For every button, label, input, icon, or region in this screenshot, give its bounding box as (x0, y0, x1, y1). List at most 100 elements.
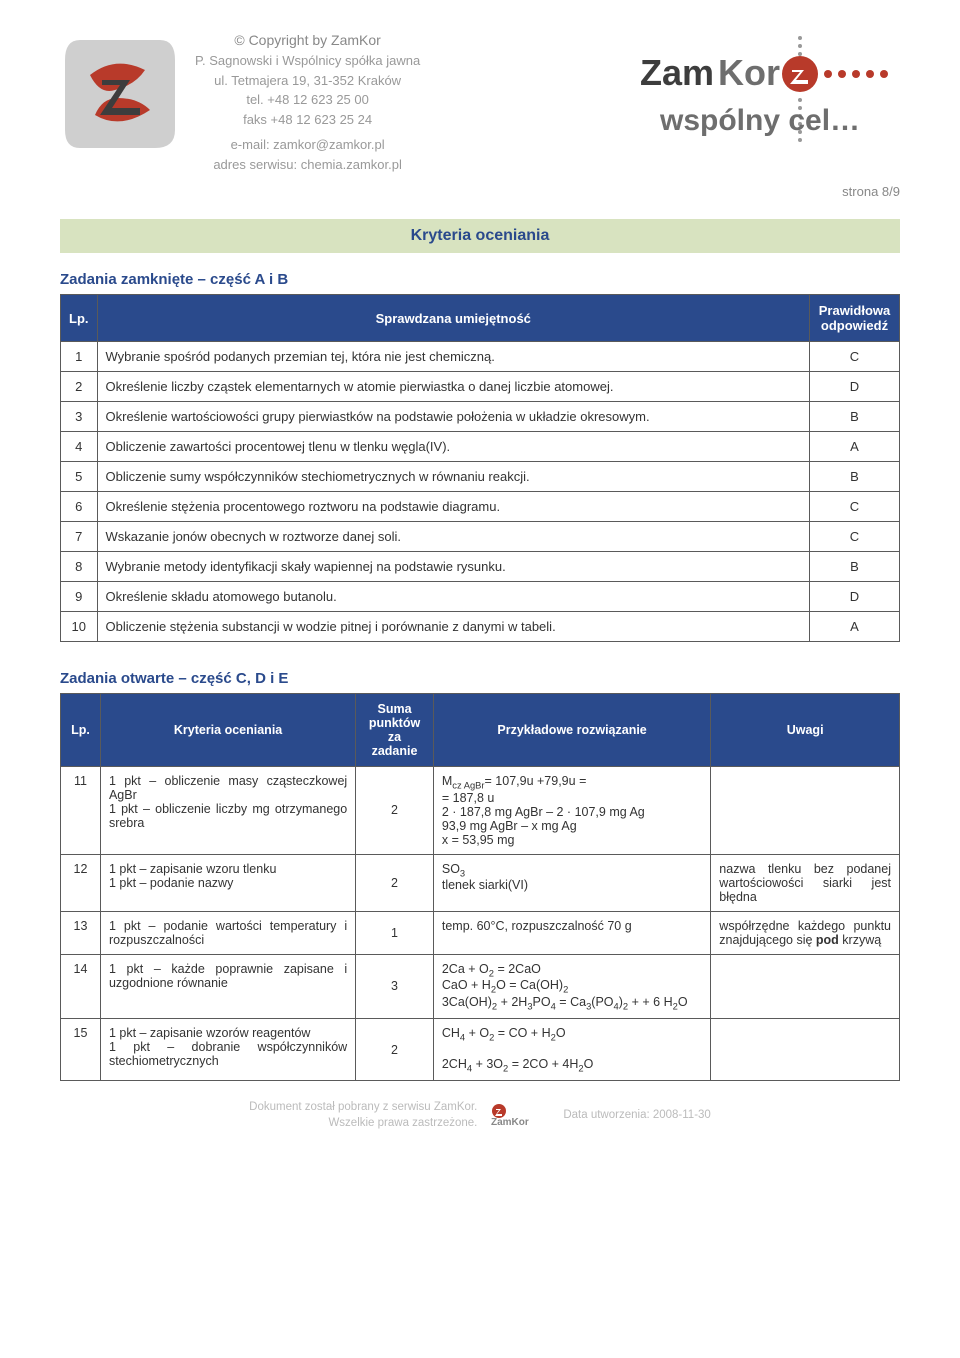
cell-answer: B (810, 552, 900, 582)
cell-skill: Obliczenie stężenia substancji w wodzie … (97, 612, 810, 642)
header-left: © Copyright by ZamKor P. Sagnowski i Wsp… (60, 30, 420, 174)
svg-text:ZamKor: ZamKor (491, 1117, 529, 1127)
table-row: 7Wskazanie jonów obecnych w roztworze da… (61, 522, 900, 552)
company-site: adres serwisu: chemia.zamkor.pl (195, 155, 420, 175)
cell-skill: Wybranie metody identyfikacji skały wapi… (97, 552, 810, 582)
svg-text:Kor: Kor (718, 52, 780, 93)
cell-lp: 11 (61, 767, 101, 855)
cell-lp: 7 (61, 522, 98, 552)
table-row: 151 pkt – zapisanie wzorów reagentów1 pk… (61, 1019, 900, 1081)
table-row: 2Określenie liczby cząstek elementarnych… (61, 372, 900, 402)
cell-skill: Określenie stężenia procentowego roztwor… (97, 492, 810, 522)
page-header: © Copyright by ZamKor P. Sagnowski i Wsp… (60, 30, 900, 174)
cell-answer: C (810, 522, 900, 552)
cell-points: 2 (356, 854, 434, 911)
cell-lp: 12 (61, 854, 101, 911)
footer-logo-svg: ZamKor (489, 1103, 551, 1127)
table-closed-tasks: Lp. Sprawdzana umiejętność Prawidłowa od… (60, 294, 900, 642)
cell-lp: 4 (61, 432, 98, 462)
cell-criteria: 1 pkt – podanie wartości temperatury i r… (100, 911, 355, 954)
col2-notes: Uwagi (711, 694, 900, 767)
cell-lp: 3 (61, 402, 98, 432)
cell-lp: 10 (61, 612, 98, 642)
cell-lp: 15 (61, 1019, 101, 1081)
table-header-row: Lp. Sprawdzana umiejętność Prawidłowa od… (61, 295, 900, 342)
col2-criteria: Kryteria oceniania (100, 694, 355, 767)
page-footer: Dokument został pobrany z serwisu ZamKor… (60, 1099, 900, 1131)
cell-skill: Obliczenie zawartości procentowej tlenu … (97, 432, 810, 462)
cell-criteria: 1 pkt – zapisanie wzorów reagentów1 pkt … (100, 1019, 355, 1081)
table-row: 10Obliczenie stężenia substancji w wodzi… (61, 612, 900, 642)
logo-left-svg (60, 30, 180, 150)
zamkor-logo-right: Zam Kor wspólny cel… (600, 30, 900, 160)
cell-answer: B (810, 462, 900, 492)
table2-header-row: Lp. Kryteria oceniania Suma punktów za z… (61, 694, 900, 767)
copyright-line: © Copyright by ZamKor (195, 30, 420, 51)
svg-text:Zam: Zam (640, 52, 714, 93)
cell-lp: 1 (61, 342, 98, 372)
page-container: © Copyright by ZamKor P. Sagnowski i Wsp… (0, 0, 960, 1151)
table-row: 111 pkt – obliczenie masy cząsteczkowej … (61, 767, 900, 855)
cell-lp: 13 (61, 911, 101, 954)
company-address: ul. Tetmajera 19, 31-352 Kraków (195, 71, 420, 91)
cell-notes (711, 954, 900, 1019)
footer-right: Data utworzenia: 2008-11-30 (563, 1107, 710, 1123)
cell-example: SO3tlenek siarki(VI) (433, 854, 710, 911)
cell-lp: 6 (61, 492, 98, 522)
section-title-bar: Kryteria oceniania (60, 219, 900, 253)
cell-lp: 8 (61, 552, 98, 582)
col2-example: Przykładowe rozwiązanie (433, 694, 710, 767)
page-number: strona 8/9 (60, 184, 900, 199)
zamkor-logo-left (60, 30, 180, 150)
cell-notes: współrzędne każdego punktu znajdującego … (711, 911, 900, 954)
company-tel: tel. +48 12 623 25 00 (195, 90, 420, 110)
section2-title: Zadania otwarte – część C, D i E (60, 670, 900, 687)
cell-lp: 9 (61, 582, 98, 612)
cell-answer: D (810, 582, 900, 612)
table-row: 6Określenie stężenia procentowego roztwo… (61, 492, 900, 522)
table-row: 131 pkt – podanie wartości temperatury i… (61, 911, 900, 954)
cell-criteria: 1 pkt – zapisanie wzoru tlenku1 pkt – po… (100, 854, 355, 911)
table-row: 9Określenie składu atomowego butanolu.D (61, 582, 900, 612)
footer-line1: Dokument został pobrany z serwisu ZamKor… (249, 1099, 477, 1115)
cell-skill: Określenie wartościowości grupy pierwias… (97, 402, 810, 432)
cell-example: CH4 + O2 = CO + H2O2CH4 + 3O2 = 2CO + 4H… (433, 1019, 710, 1081)
cell-answer: B (810, 402, 900, 432)
cell-skill: Obliczenie sumy współczynników stechiome… (97, 462, 810, 492)
cell-example: Mcz AgBr= 107,9u +79,9u == 187,8 u2 · 18… (433, 767, 710, 855)
cell-skill: Wybranie spośród podanych przemian tej, … (97, 342, 810, 372)
cell-answer: C (810, 342, 900, 372)
cell-answer: C (810, 492, 900, 522)
cell-answer: A (810, 612, 900, 642)
footer-date: Data utworzenia: 2008-11-30 (563, 1107, 710, 1123)
cell-notes (711, 1019, 900, 1081)
col2-sum: Suma punktów za zadanie (356, 694, 434, 767)
table-row: 8Wybranie metody identyfikacji skały wap… (61, 552, 900, 582)
cell-skill: Określenie liczby cząstek elementarnych … (97, 372, 810, 402)
cell-skill: Określenie składu atomowego butanolu. (97, 582, 810, 612)
col-lp: Lp. (61, 295, 98, 342)
cell-points: 1 (356, 911, 434, 954)
cell-answer: A (810, 432, 900, 462)
table-row: 5Obliczenie sumy współczynników stechiom… (61, 462, 900, 492)
table-row: 4Obliczenie zawartości procentowej tlenu… (61, 432, 900, 462)
cell-example: 2Ca + O2 = 2CaOCaO + H2O = Ca(OH)23Ca(OH… (433, 954, 710, 1019)
cell-lp: 5 (61, 462, 98, 492)
company-info: © Copyright by ZamKor P. Sagnowski i Wsp… (195, 30, 420, 174)
cell-notes: nazwa tlenku bez podanej wartościowości … (711, 854, 900, 911)
cell-lp: 14 (61, 954, 101, 1019)
col2-lp: Lp. (61, 694, 101, 767)
cell-answer: D (810, 372, 900, 402)
cell-points: 2 (356, 767, 434, 855)
cell-skill: Wskazanie jonów obecnych w roztworze dan… (97, 522, 810, 552)
cell-points: 2 (356, 1019, 434, 1081)
footer-logo: ZamKor (489, 1103, 551, 1127)
footer-line2: Wszelkie prawa zastrzeżone. (249, 1115, 477, 1131)
section1-title: Zadania zamknięte – część A i B (60, 271, 900, 288)
table-row: 141 pkt – każde poprawnie zapisane i uzg… (61, 954, 900, 1019)
table-open-tasks: Lp. Kryteria oceniania Suma punktów za z… (60, 693, 900, 1081)
svg-text:wspólny cel…: wspólny cel… (659, 104, 860, 137)
cell-criteria: 1 pkt – obliczenie masy cząsteczkowej Ag… (100, 767, 355, 855)
cell-points: 3 (356, 954, 434, 1019)
col-answer: Prawidłowa odpowiedź (810, 295, 900, 342)
